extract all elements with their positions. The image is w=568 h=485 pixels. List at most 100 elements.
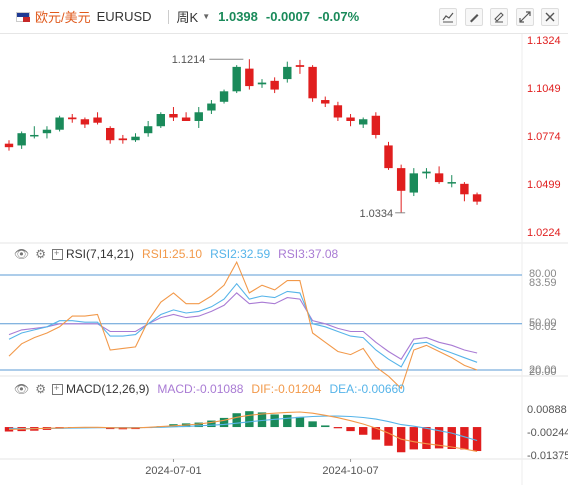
macd-histogram-bar — [245, 411, 254, 428]
candle — [333, 105, 343, 118]
rsi-legend: 👁 ⚙ + RSI(7,14,21) RSI1:25.10 RSI2:32.59… — [14, 247, 338, 261]
candle — [308, 66, 317, 99]
macd-histogram-bar — [333, 427, 343, 429]
dif-line — [8, 411, 478, 452]
settings-icon[interactable]: ⚙ — [35, 247, 46, 261]
dea-line — [8, 415, 478, 442]
macd-histogram-bar — [207, 420, 216, 428]
candle — [143, 126, 153, 134]
candle — [17, 133, 26, 146]
rsi-tick-label: 50.02 — [529, 321, 557, 333]
chart-header: 欧元/美元 EURUSD 周K ▼ 1.0398 -0.0007 -0.07% — [0, 0, 568, 34]
candle — [4, 143, 14, 148]
price-tick-label: 1.1324 — [527, 35, 561, 47]
price-tick-label: 1.1049 — [527, 83, 561, 95]
candle — [270, 80, 279, 90]
macd-histogram-bar — [232, 413, 241, 428]
candle — [219, 91, 229, 102]
price-change: -0.0007 — [265, 9, 310, 24]
draw-icon[interactable] — [465, 8, 483, 26]
price-tick-label: 1.0499 — [527, 179, 561, 191]
candle — [460, 183, 469, 195]
rsi-tick-label: 80.00 — [529, 268, 557, 280]
rsi2-line — [8, 282, 478, 368]
candle — [55, 117, 64, 130]
symbol-code: EURUSD — [96, 9, 152, 24]
candle — [472, 194, 482, 202]
macd-tick-label: -0.00244 — [527, 427, 568, 439]
rsi-tick-label: 20.00 — [529, 364, 557, 376]
macd-histogram-bar — [346, 427, 355, 432]
candle — [194, 112, 203, 121]
last-price: 1.0398 — [218, 9, 258, 24]
expand-icon[interactable]: + — [52, 248, 63, 260]
period-selector[interactable]: 周K — [176, 10, 199, 25]
candle — [42, 129, 52, 134]
symbol-name[interactable]: 欧元/美元 — [35, 10, 91, 25]
candle — [80, 119, 90, 125]
macd-histogram-bar — [283, 414, 292, 428]
candle — [181, 117, 191, 121]
macd-histogram-bar — [472, 427, 482, 452]
fullscreen-icon[interactable] — [516, 8, 534, 26]
candle — [156, 114, 165, 127]
macd-tick-label: 0.00888 — [527, 404, 567, 416]
rsi3-value: RSI3:37.08 — [278, 247, 339, 261]
price-tick-label: 1.0774 — [527, 131, 561, 143]
macd-tick-label: -0.01375 — [527, 450, 568, 462]
macd-histogram-bar — [384, 427, 393, 446]
candle — [131, 136, 140, 141]
macd-histogram-bar — [194, 422, 203, 428]
indicator-icon[interactable] — [439, 8, 457, 26]
candle — [68, 117, 77, 120]
eye-icon[interactable]: 👁 — [14, 382, 30, 396]
macd-histogram-bar — [257, 412, 267, 428]
macd-value: MACD:-0.01088 — [157, 382, 244, 396]
macd-histogram-bar — [422, 427, 431, 450]
candle — [93, 117, 102, 123]
candle — [447, 182, 456, 184]
rsi-title: RSI(7,14,21) — [66, 247, 135, 261]
rsi1-line — [8, 260, 478, 390]
settings-icon[interactable]: ⚙ — [35, 382, 46, 396]
candle — [371, 115, 381, 135]
macd-histogram-bar — [270, 414, 279, 428]
divider — [167, 9, 169, 24]
macd-histogram-bar — [321, 425, 330, 428]
min-price-label: 1.0334 — [359, 208, 393, 220]
candle — [295, 65, 305, 67]
candle — [169, 114, 178, 118]
macd-histogram-bar — [219, 417, 229, 428]
rsi3-line — [8, 292, 478, 360]
price-tick-label: 1.0224 — [527, 227, 561, 239]
macd-histogram-bar — [371, 427, 381, 440]
candle — [422, 171, 431, 174]
close-icon[interactable] — [541, 8, 559, 26]
rsi-tick-label: 83.59 — [529, 277, 557, 289]
chevron-down-icon[interactable]: ▼ — [202, 12, 211, 21]
eye-icon[interactable]: 👁 — [14, 247, 30, 261]
dif-value: DIF:-0.01204 — [251, 382, 322, 396]
candle — [359, 119, 368, 125]
dea-value: DEA:-0.00660 — [329, 382, 405, 396]
candle — [207, 103, 216, 111]
macd-histogram-bar — [308, 421, 317, 428]
candle — [434, 173, 444, 183]
candle — [409, 173, 418, 193]
candle — [106, 127, 115, 141]
macd-title: MACD(12,26,9) — [66, 382, 150, 396]
chart-canvas[interactable]: 1.1324 1.1049 1.0774 1.0499 1.0224 1.1214 1.03… — [0, 34, 568, 485]
macd-histogram-bar — [447, 427, 456, 450]
rsi2-value: RSI2:32.59 — [210, 247, 271, 261]
candle — [396, 168, 406, 191]
candle — [257, 82, 267, 85]
edit-icon[interactable] — [490, 8, 508, 26]
candle — [283, 66, 292, 80]
candle — [384, 145, 393, 169]
eu-us-flag-icon — [16, 11, 30, 22]
macd-histogram-bar — [434, 427, 444, 449]
candle — [321, 100, 330, 104]
expand-icon[interactable]: + — [52, 383, 63, 395]
x-tick-label: 2024-07-01 — [145, 465, 201, 477]
